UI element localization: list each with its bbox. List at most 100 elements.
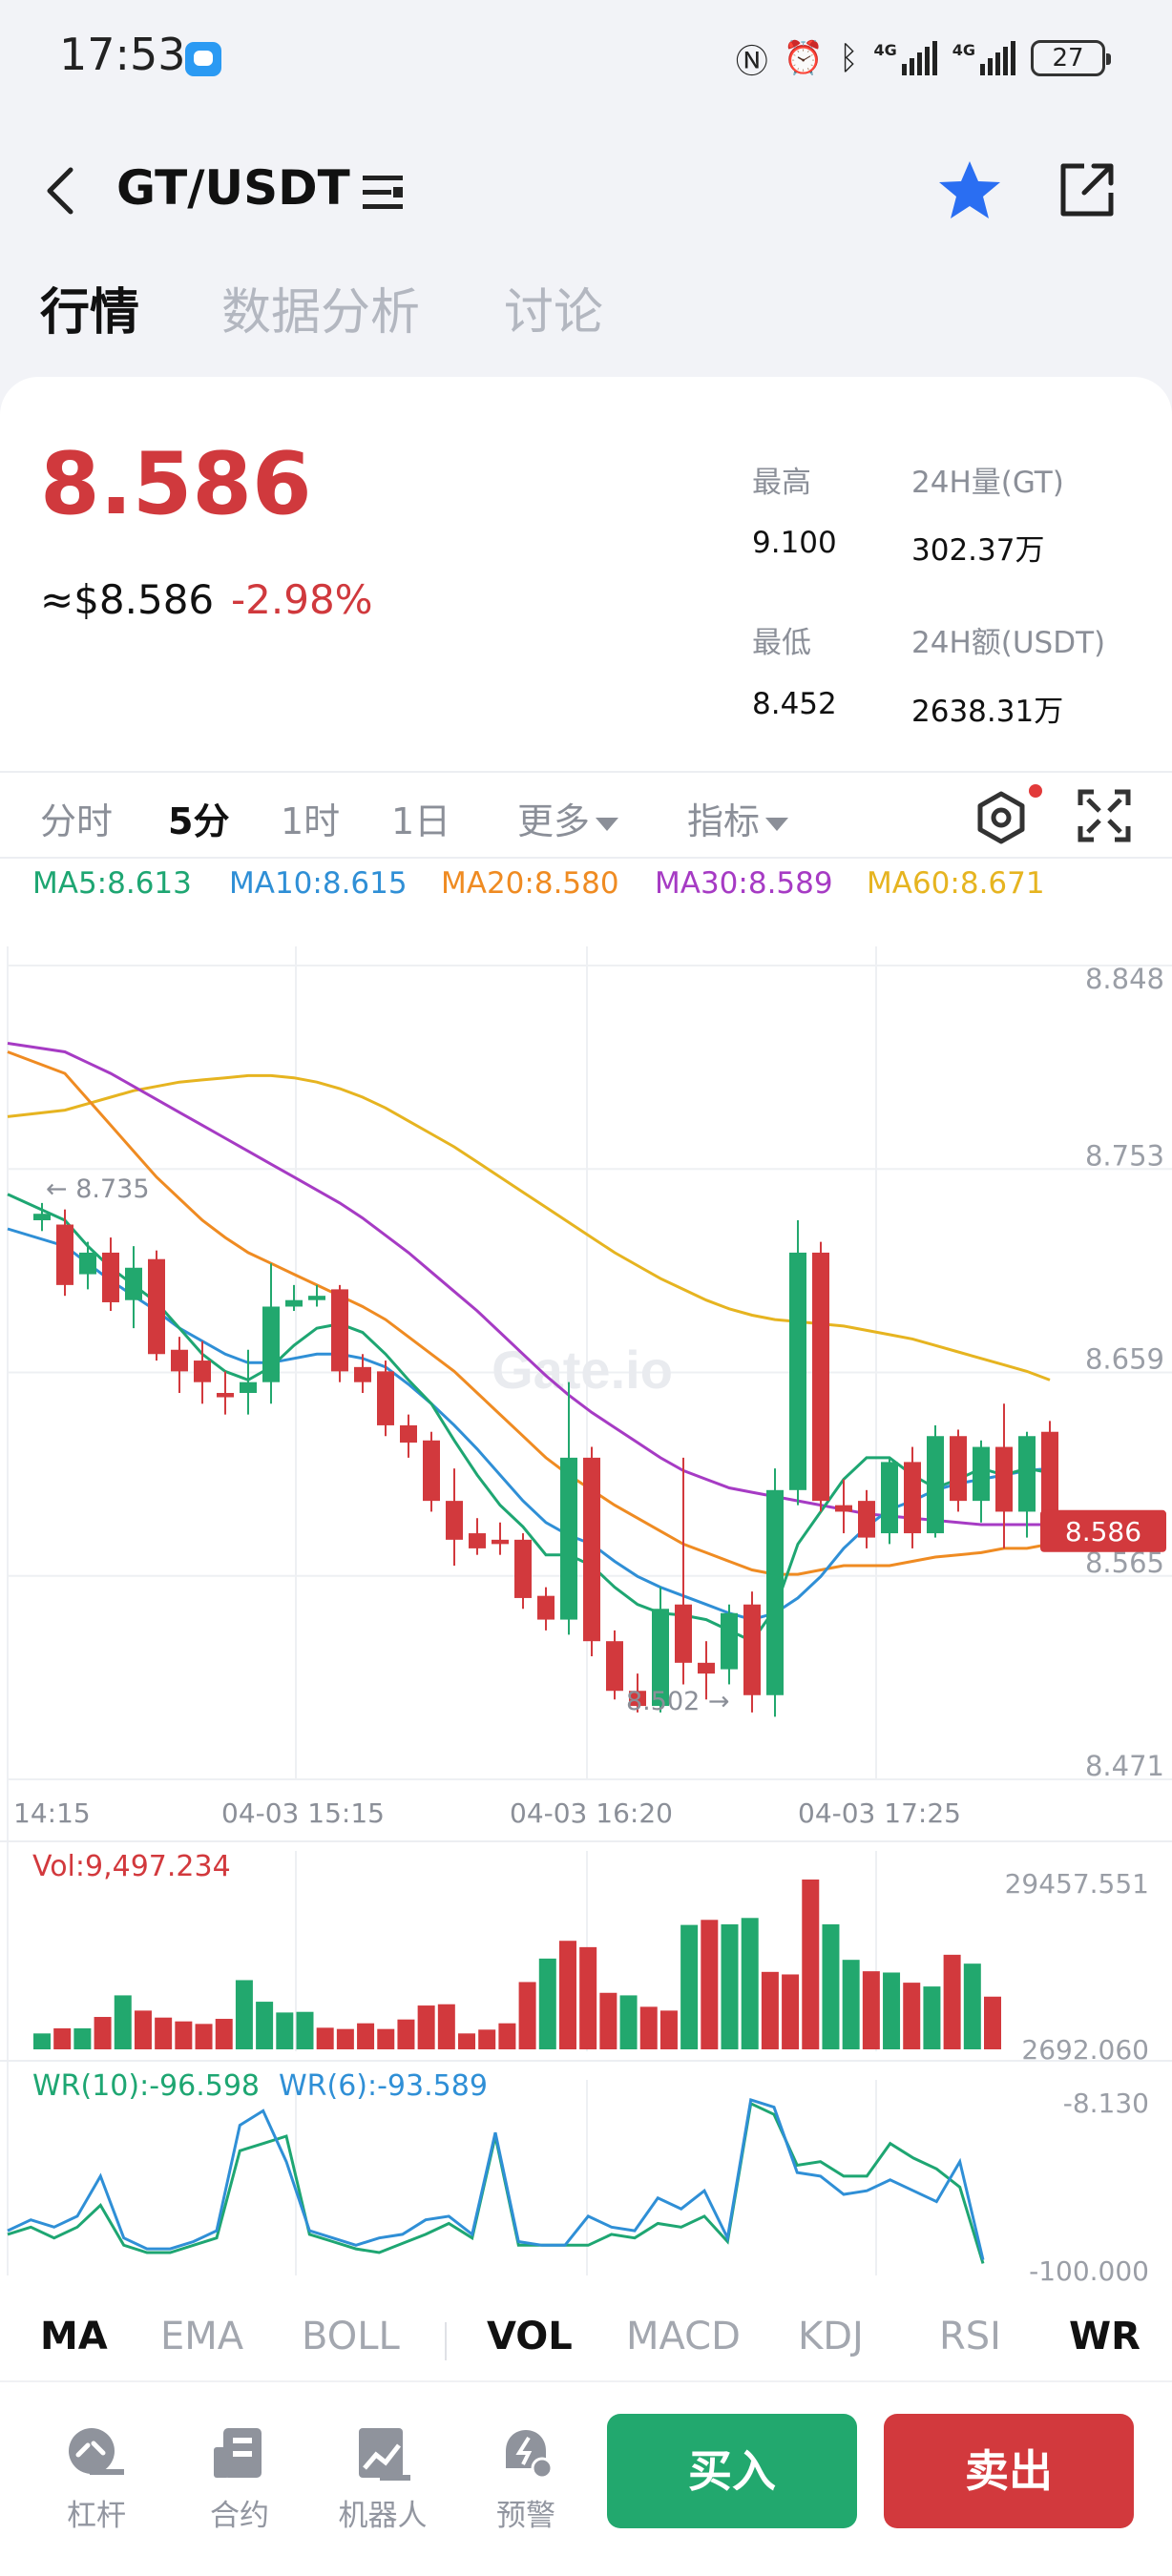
indicator-vol[interactable]: VOL [487, 2315, 573, 2358]
contract-icon [214, 2428, 262, 2478]
indicator-kdj[interactable]: KDJ [798, 2315, 864, 2358]
volume-bar [256, 2002, 274, 2049]
candle-body [675, 1604, 692, 1663]
tab-market[interactable]: 行情 [40, 272, 140, 343]
interval-1d[interactable]: 1日 [391, 800, 451, 842]
interval-1h[interactable]: 1时 [281, 800, 341, 842]
indicators-label: 指标 [687, 800, 761, 842]
volume-bar [599, 1992, 617, 2049]
nav-leverage-label: 杠杆 [67, 2499, 126, 2533]
volume-bar [498, 2023, 516, 2049]
volume-bar [357, 2023, 375, 2049]
nav-alert[interactable]: 预警 [473, 2422, 578, 2534]
wr-min-label: -100.000 [1029, 2255, 1149, 2287]
volume-bar [134, 2010, 152, 2049]
volume-24h-label: 24H量(GT) [911, 466, 1064, 500]
volume-bar [579, 1946, 597, 2049]
pair-menu-icon[interactable] [361, 172, 405, 214]
signal-tag-2: 4G [952, 41, 975, 59]
more-label: 更多 [517, 800, 591, 842]
volume-bar [377, 2028, 395, 2049]
current-price-text: 8.586 [1065, 1516, 1141, 1548]
indicator-rsi[interactable]: RSI [939, 2315, 1001, 2358]
candle-body [217, 1392, 234, 1398]
status-icons: Ⓝ ⏰ ᛒ 4G 4G 27 [736, 34, 1111, 82]
change-percent: -2.98% [231, 576, 373, 623]
ma5-legend: MA5:8.613 [32, 866, 192, 901]
volume-bar [862, 1971, 880, 2049]
pair-title[interactable]: GT/USDT [116, 160, 350, 216]
volume-bar [114, 1995, 132, 2049]
interval-timeshare[interactable]: 分时 [40, 800, 114, 842]
volume-bar [761, 1971, 779, 2049]
alarm-icon: ⏰ [783, 39, 825, 77]
bot-icon [359, 2428, 410, 2481]
candle-body [423, 1440, 440, 1502]
candle-body [148, 1258, 165, 1355]
candle-body [1018, 1436, 1036, 1512]
indicators-dropdown[interactable]: 指标 [687, 792, 789, 844]
volume-bar [53, 2028, 72, 2049]
ma5-line [7, 1193, 1051, 1644]
volume-bar [437, 2004, 455, 2049]
candle-body [629, 1691, 646, 1707]
candle-body [743, 1604, 761, 1695]
candle-body [171, 1349, 188, 1372]
more-intervals-dropdown[interactable]: 更多 [517, 792, 619, 844]
nav-leverage[interactable]: 杠杆 [44, 2422, 149, 2534]
buy-button[interactable]: 买入 [607, 2414, 857, 2528]
current-price-tag [1040, 1509, 1166, 1552]
favorite-star-icon[interactable] [935, 156, 1004, 225]
y-tick-label: 8.659 [1085, 1343, 1164, 1376]
volume-bar [802, 1880, 820, 2049]
battery-icon: 27 [1031, 40, 1111, 76]
nav-contract-label: 合约 [210, 2499, 269, 2533]
indicator-separator [445, 2322, 447, 2360]
nav-contract[interactable]: 合约 [187, 2422, 292, 2534]
share-icon[interactable] [1056, 158, 1119, 221]
candle-body [698, 1662, 715, 1674]
high-marker: ← 8.735 [46, 1174, 150, 1204]
cell-signal-2-icon: 4G [952, 41, 1015, 75]
candle-body [858, 1501, 875, 1538]
back-arrow-icon[interactable] [38, 164, 86, 218]
chart-settings-icon[interactable] [973, 790, 1029, 845]
indicator-boll[interactable]: BOLL [302, 2315, 400, 2358]
candle-body [492, 1539, 509, 1545]
tab-data-analysis[interactable]: 数据分析 [221, 284, 421, 342]
candle-body [79, 1252, 96, 1275]
volume-24h-value: 302.37万 [911, 533, 1045, 568]
candle-body [606, 1641, 623, 1692]
nav-bot[interactable]: 机器人 [330, 2422, 435, 2534]
candle-body [789, 1252, 806, 1490]
indicator-tabs: MA EMA BOLL VOL MACD KDJ RSI WR [0, 2299, 1172, 2376]
wr-max-label: -8.130 [1063, 2088, 1149, 2119]
sell-button[interactable]: 卖出 [884, 2414, 1134, 2528]
candle-body [308, 1296, 325, 1300]
candle-body [194, 1361, 211, 1382]
tab-discussion[interactable]: 讨论 [504, 284, 604, 342]
candle-body [331, 1289, 348, 1372]
fullscreen-icon[interactable] [1077, 788, 1132, 843]
indicator-macd[interactable]: MACD [626, 2315, 741, 2358]
x-tick-label: 04-03 17:25 [798, 1797, 961, 1829]
indicator-ema[interactable]: EMA [160, 2315, 244, 2358]
volume-max-label: 29457.551 [1005, 1868, 1149, 1900]
x-tick-label: 04-03 16:20 [510, 1797, 673, 1829]
interval-5min[interactable]: 5分 [168, 800, 230, 842]
divider [0, 771, 1172, 773]
indicator-ma[interactable]: MA [40, 2315, 108, 2358]
indicator-wr[interactable]: WR [1069, 2315, 1141, 2358]
wr-lines: WR(10):-96.598 WR(6):-93.589 -8.130 -100.00… [7, 2069, 1149, 2287]
candle-body [973, 1446, 990, 1502]
x-tick-label: 14:15 [13, 1797, 91, 1829]
candle-body [537, 1595, 555, 1620]
wr10-label: WR(10):-96.598 [32, 2069, 260, 2103]
candle-body [125, 1267, 142, 1300]
volume-bar [842, 1960, 860, 2049]
x-tick-label: 04-03 15:15 [221, 1797, 385, 1829]
candle-body [400, 1424, 417, 1444]
status-bar: 17:53 Ⓝ ⏰ ᛒ 4G 4G 27 [0, 0, 1172, 114]
volume-bar [94, 2017, 112, 2049]
